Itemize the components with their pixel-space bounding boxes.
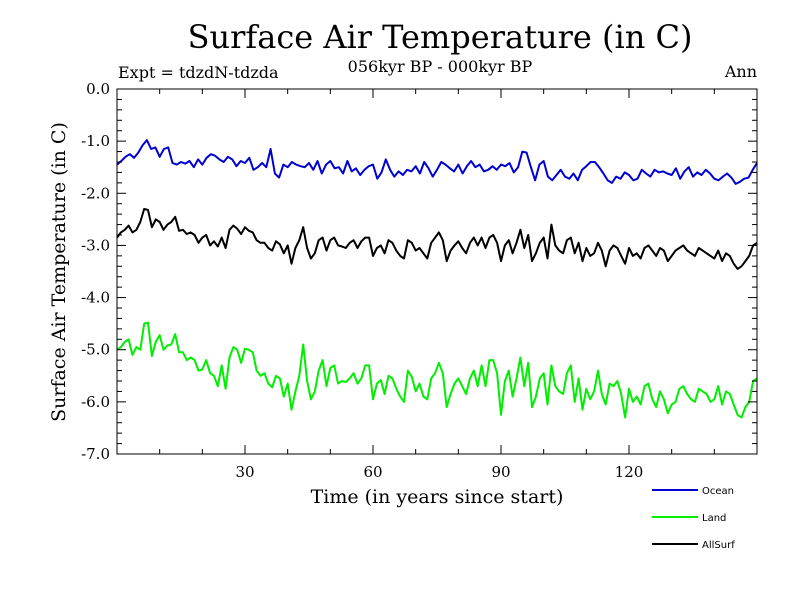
chart-subtitle: 056kyr BP - 000kyr BP [348,57,533,76]
series-layer [116,139,758,419]
series-line-land [116,321,758,419]
series-line-allsurf [116,207,758,270]
chart-title: Surface Air Temperature (in C) [188,18,693,56]
x-tick-label: 90 [491,463,510,481]
x-axis: 30 60 90 120 [159,89,715,481]
y-tick-label: -3.0 [81,236,110,254]
y-tick-label: -4.0 [81,289,110,307]
y-tick-label: 0.0 [86,80,110,98]
plot-frame [116,88,758,455]
series-line-ocean [116,139,758,185]
season-label: Ann [724,62,757,81]
x-tick-label: 60 [363,463,382,481]
legend-label-allsurf: AllSurf [702,540,735,551]
y-tick-label: -1.0 [81,132,110,150]
x-tick-label: 120 [615,463,644,481]
experiment-label: Expt = tdzdN-tdzda [118,63,279,82]
legend-label-land: Land [702,513,726,524]
y-tick-label: -5.0 [81,341,110,359]
y-tick-label: -2.0 [81,184,110,202]
y-tick-label: -7.0 [81,445,110,463]
legend-label-ocean: Ocean [702,486,734,497]
y-tick-label: -6.0 [81,393,110,411]
x-axis-label: Time (in years since start) [311,486,564,508]
legend: Ocean Land AllSurf [652,486,735,551]
y-axis: 0.0 -1.0 -2.0 -3.0 -4.0 -5.0 -6.0 -7.0 [81,80,757,463]
y-axis-label: Surface Air Temperature (in C) [48,122,70,422]
x-tick-label: 30 [235,463,254,481]
